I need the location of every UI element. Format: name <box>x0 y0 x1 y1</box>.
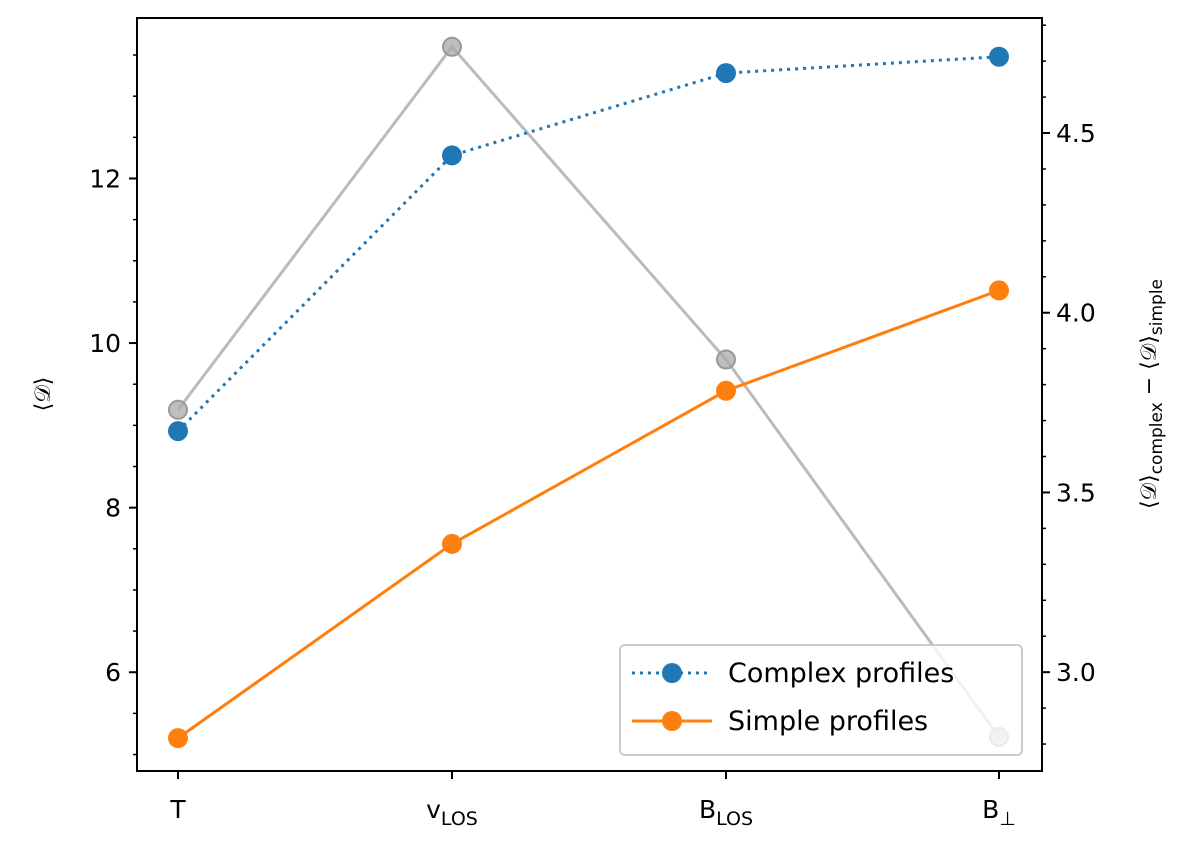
point-complex-profiles-2 <box>716 63 736 84</box>
plot-frame <box>136 17 1043 772</box>
x-tick-label: T <box>169 795 186 824</box>
x-tick-label: vLOS <box>426 795 478 830</box>
left-tick-label: 12 <box>89 164 121 193</box>
point-difference-0 <box>168 399 188 420</box>
series-line-difference <box>176 44 1001 738</box>
point-simple-profiles-3 <box>989 280 1009 301</box>
right-tick-label: 4.0 <box>1056 299 1096 328</box>
x-tick-label: B⊥ <box>982 795 1016 830</box>
legend-label-simple: Simple profiles <box>728 706 928 737</box>
right-tick-label: 4.5 <box>1056 119 1096 148</box>
x-tick-label: BLOS <box>699 795 753 830</box>
point-complex-profiles-0 <box>168 421 188 442</box>
point-complex-profiles-3 <box>989 46 1009 67</box>
left-tick-label: 6 <box>105 658 121 687</box>
right-tick-label: 3.0 <box>1056 658 1096 687</box>
legend-frame <box>619 644 1023 756</box>
series-layer <box>168 36 1009 749</box>
legend-label-complex: Complex profiles <box>728 658 954 689</box>
left-axis-title: ⟨𝒟⟩ <box>31 377 56 412</box>
point-complex-profiles-1 <box>442 145 462 166</box>
left-tick-label: 10 <box>89 329 121 358</box>
point-simple-profiles-1 <box>442 533 462 554</box>
legend-marker-complex <box>662 663 682 683</box>
point-difference-1 <box>442 36 462 57</box>
point-simple-profiles-2 <box>716 380 736 401</box>
right-tick-label: 3.5 <box>1056 478 1096 507</box>
right-axis-title: ⟨𝒟⟩complex − ⟨𝒟⟩simple <box>1137 279 1167 509</box>
ticks-layer: 6 8 10 12 3.0 3.5 4.0 4.5 <box>89 24 1096 779</box>
legend: Complex profiles Simple profiles <box>619 644 1023 756</box>
series-line-complex-profiles <box>176 55 1000 433</box>
point-difference-2 <box>716 349 736 370</box>
left-tick-label: 8 <box>105 494 121 523</box>
point-simple-profiles-0 <box>168 728 188 749</box>
series-line-simple-profiles <box>177 288 1000 740</box>
legend-marker-simple <box>662 711 682 731</box>
